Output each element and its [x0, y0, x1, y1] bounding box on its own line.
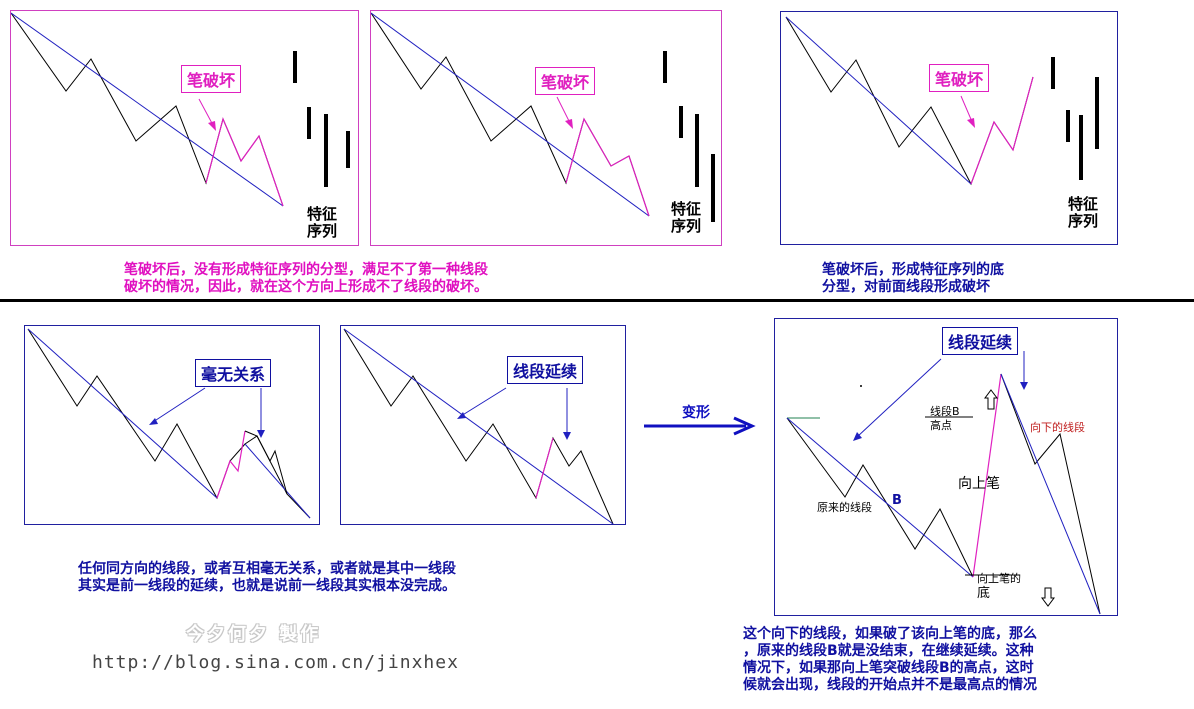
feature-label-line2: 序列	[671, 217, 702, 235]
feature-label-line1: 特征	[1068, 195, 1099, 213]
caption-bottom-right: 这个向下的线段，如果破了该向上笔的底，那么 ，原来的线段B就是没结束，在继续延续…	[743, 626, 1037, 694]
caption-bottom-left: 任何同方向的线段，或者互相毫无关系，或者就是其中一线段 其实是前一线段的延续，也…	[78, 561, 456, 595]
diagram-panel-3: 笔破坏 特征 序列	[780, 11, 1118, 245]
panel-5-chart	[343, 328, 614, 525]
caption-line: 候就会出现，线段的开始点并不是最高点的情况	[743, 677, 1037, 693]
label-line: 线段B	[930, 405, 960, 418]
feature-sequence-label: 特征 序列	[307, 206, 337, 240]
diagram-panel-5: 线段延续	[340, 325, 626, 525]
caption-line: 其实是前一线段的延续，也就是说前一线段其实根本没完成。	[78, 578, 456, 594]
label-line: 高点	[930, 419, 952, 432]
caption-line: 笔破坏后，形成特征序列的底	[822, 262, 1004, 278]
downward-segment-label: 向下的线段	[1030, 421, 1085, 434]
diagram-panel-4: 毫无关系	[24, 325, 320, 525]
upward-stroke-bottom-label: 向上笔的 底	[977, 571, 1021, 601]
caption-top-right: 笔破坏后，形成特征序列的底 分型，对前面线段形成破坏	[822, 262, 1004, 296]
feature-label-line1: 特征	[671, 200, 702, 218]
transform-label: 变形	[682, 405, 710, 421]
panel-4-chart	[27, 328, 311, 519]
hollow-up-arrow-icon	[984, 389, 998, 410]
caption-line: ，原来的线段B就是没结束，在继续延续。这种	[743, 643, 1034, 659]
tag-segment-continuation: 线段延续	[942, 327, 1019, 355]
segment-b-label: B	[892, 493, 902, 508]
watermark-author: 今夕何夕 製作	[186, 624, 322, 645]
diagram-panel-2: 笔破坏 特征 序列	[370, 10, 722, 246]
upward-stroke-label: 向上笔	[958, 476, 1000, 492]
tag-stroke-break: 笔破坏	[929, 64, 990, 92]
caption-line: 情况下，如果那向上笔突破线段B的高点，这时	[743, 660, 1034, 676]
feature-sequence-label: 特征 序列	[1068, 196, 1098, 230]
panel-2-chart	[371, 12, 715, 222]
feature-label-line2: 序列	[1068, 212, 1099, 230]
segment-b-high-label: 线段B 高点	[930, 405, 960, 433]
caption-line: 笔破坏后，没有形成特征序列的分型，满足不了第一种线段	[124, 262, 488, 278]
section-divider	[0, 299, 1194, 302]
tag-stroke-break: 笔破坏	[181, 65, 242, 93]
panel-6-chart	[786, 351, 1101, 615]
tag-stroke-break: 笔破坏	[535, 67, 596, 95]
diagram-panel-1: 笔破坏 特征 序列	[10, 10, 359, 246]
hollow-down-arrow-icon	[1041, 587, 1055, 607]
original-segment-label: 原来的线段	[817, 501, 872, 514]
tag-segment-continuation: 线段延续	[507, 356, 584, 384]
caption-top-left: 笔破坏后，没有形成特征序列的分型，满足不了第一种线段 破坏的情况，因此，就在这个…	[124, 262, 488, 296]
label-line: 向上笔的	[977, 572, 1021, 585]
caption-line: 分型，对前面线段形成破坏	[822, 279, 990, 295]
panel-1-chart	[11, 12, 350, 207]
caption-line: 任何同方向的线段，或者互相毫无关系，或者就是其中一线段	[78, 561, 456, 577]
feature-sequence-label: 特征 序列	[671, 201, 701, 235]
label-line: 底	[977, 586, 991, 601]
feature-label-line1: 特征	[307, 205, 338, 223]
tag-no-relation: 毫无关系	[195, 359, 272, 387]
arrow-right-icon	[644, 416, 756, 436]
caption-line: 破坏的情况，因此，就在这个方向上形成不了线段的破坏。	[124, 279, 488, 295]
feature-label-line2: 序列	[307, 222, 338, 240]
caption-line: 这个向下的线段，如果破了该向上笔的底，那么	[743, 626, 1037, 642]
blog-url[interactable]: http://blog.sina.com.cn/jinxhex	[92, 652, 459, 673]
panel-3-chart	[785, 16, 1099, 186]
diagram-panel-6: 线段延续 线段B 高点 向下的线段 向上笔 原来的线段 B 向上笔的 底	[774, 318, 1118, 616]
